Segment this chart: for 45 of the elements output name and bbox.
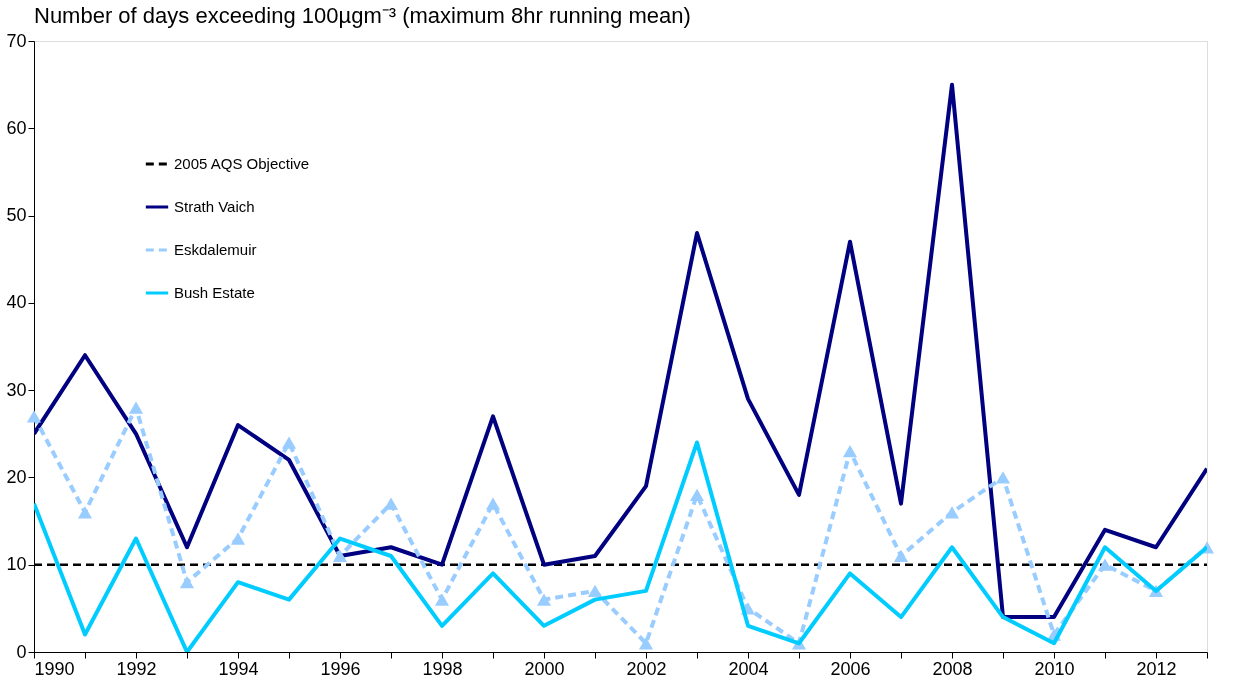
y-tick-label: 20: [6, 466, 27, 487]
y-tick-label: 40: [6, 292, 27, 313]
point: [77, 506, 93, 519]
x-tick-label: 2008: [932, 658, 973, 679]
point: [383, 497, 399, 510]
chart-title: Number of days exceeding 100µgm⁻³ (maximum 8hr running mean): [34, 3, 691, 28]
x-tick-label: 1996: [320, 658, 361, 679]
y-tick-label: 10: [6, 554, 27, 575]
point: [230, 532, 246, 545]
y-tick-label: 70: [6, 30, 27, 51]
point: [893, 549, 909, 563]
point: [638, 637, 654, 650]
x-tick-label: 2004: [728, 658, 769, 679]
x-tick-label: 1992: [116, 658, 157, 679]
legend-label: Eskdalemuir: [174, 241, 257, 258]
point: [536, 593, 552, 606]
point: [1097, 558, 1113, 571]
y-tick-label: 60: [6, 117, 27, 138]
point: [689, 488, 705, 502]
y-tick-label: 30: [6, 379, 27, 400]
legend-label: 2005 AQS Objective: [174, 155, 310, 172]
point: [179, 576, 195, 589]
y-tick-label: 50: [6, 205, 27, 226]
x-tick-label: 2000: [524, 658, 565, 679]
point: [842, 445, 858, 458]
x-tick-label: 2002: [626, 658, 667, 679]
point: [332, 549, 348, 563]
point: [944, 506, 960, 519]
x-tick-label: 1994: [218, 658, 259, 679]
point: [587, 584, 603, 598]
point: [995, 471, 1011, 484]
y-tick-label: 0: [16, 641, 27, 662]
x-tick-label: 2010: [1034, 658, 1075, 679]
point: [434, 593, 450, 606]
point: [281, 436, 297, 449]
legend-label: Bush Estate: [174, 284, 255, 301]
x-tick-label: 2012: [1136, 658, 1177, 679]
point: [485, 497, 501, 510]
line-series: [34, 82, 1207, 620]
legend-label: Strath Vaich: [174, 198, 255, 215]
x-tick-label: 1990: [34, 658, 75, 679]
x-tick-label: 2006: [830, 658, 871, 679]
x-tick-label: 1998: [422, 658, 463, 679]
point: [128, 401, 144, 414]
point: [26, 410, 42, 423]
